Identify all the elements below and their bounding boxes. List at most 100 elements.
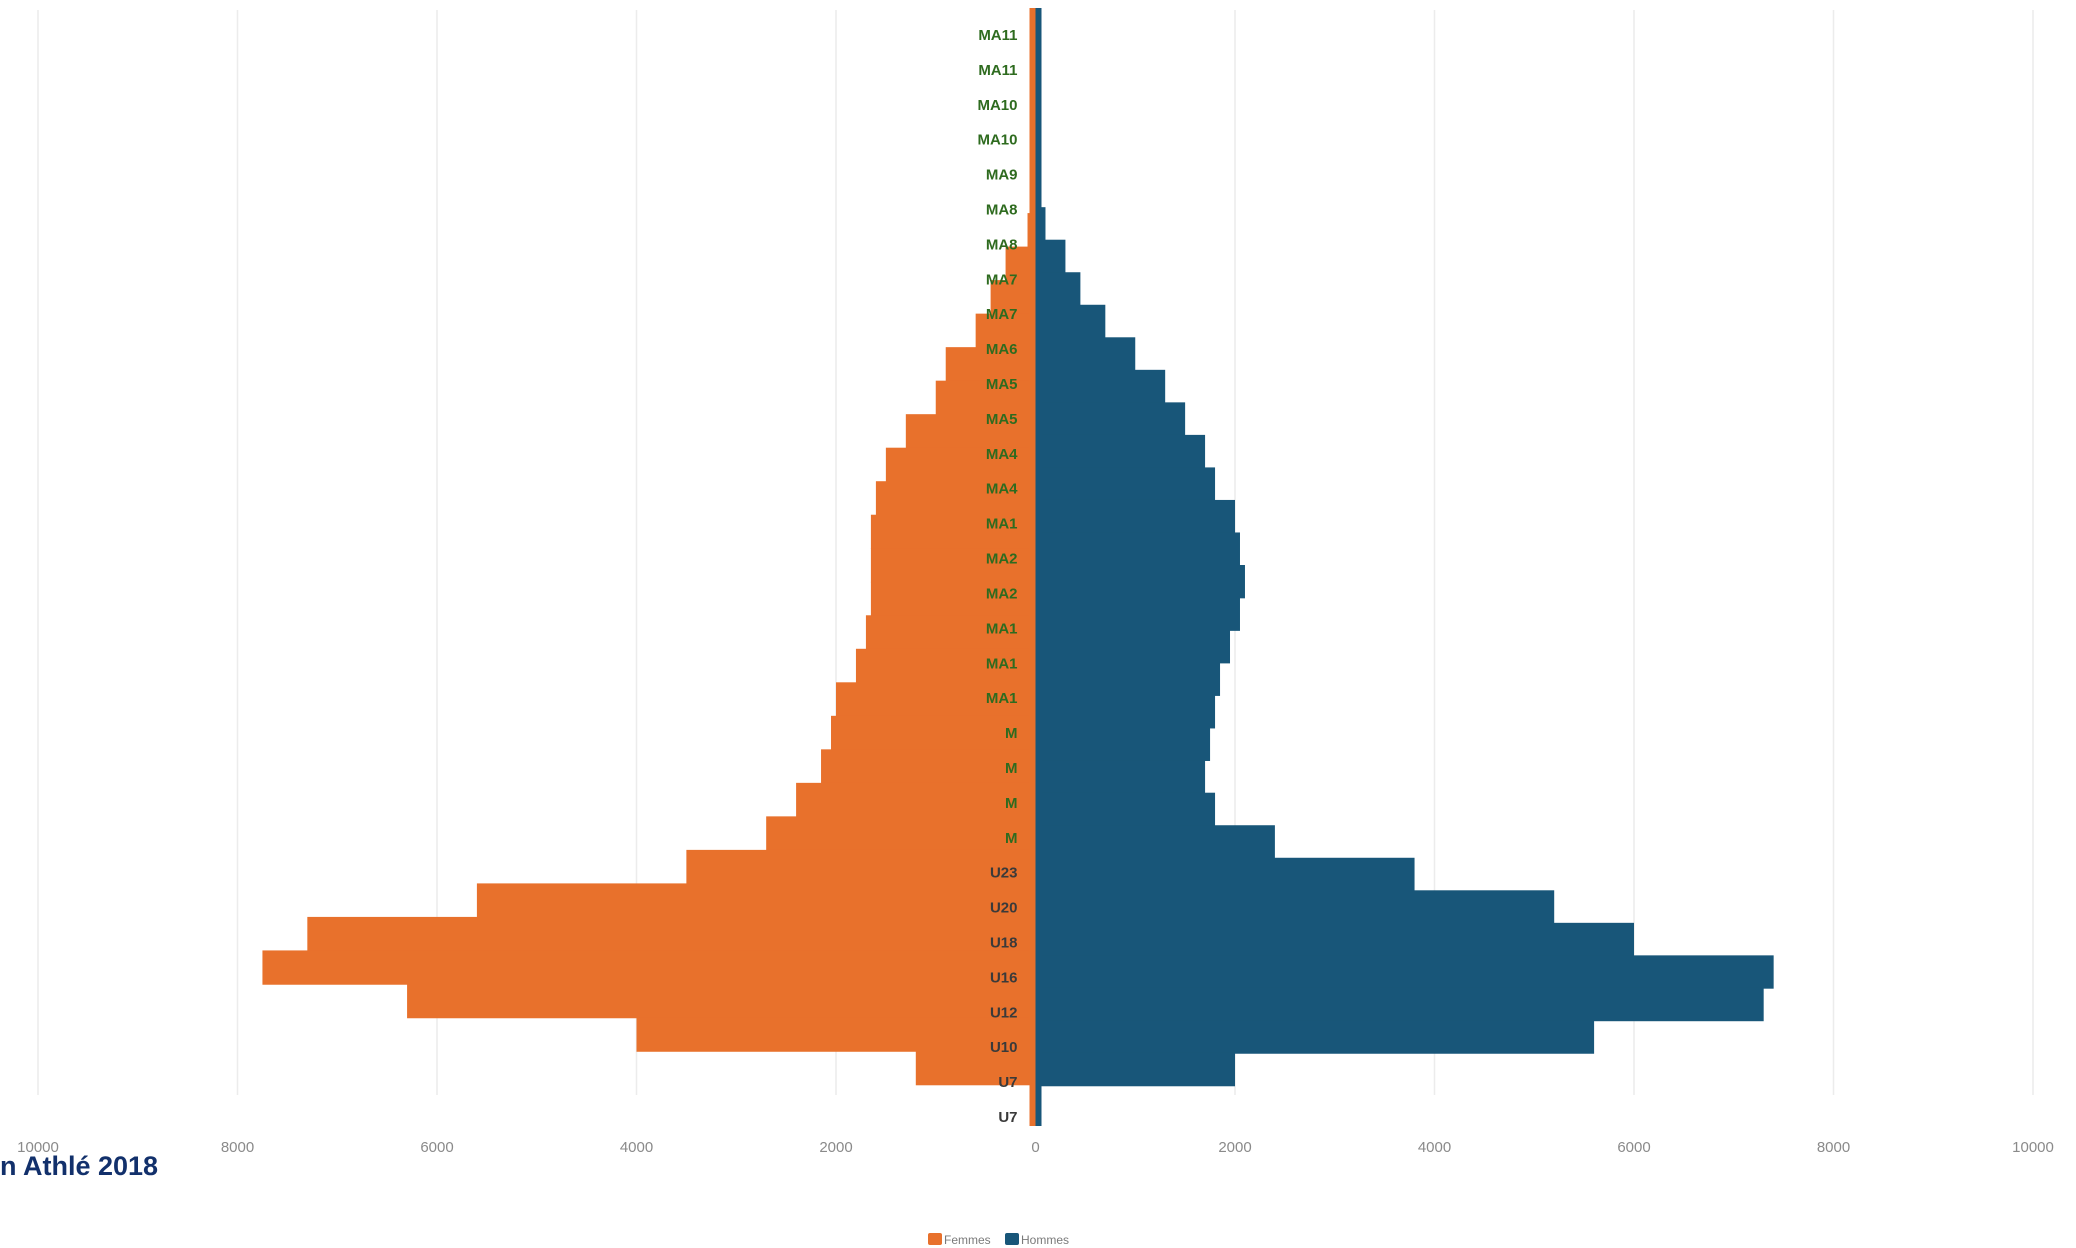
category-label: M [1005, 795, 1018, 812]
bar-hommes [1035, 987, 1764, 1022]
category-label: MA10 [977, 132, 1017, 149]
x-tick-label: 10000 [17, 1139, 59, 1156]
bar-femmes [870, 514, 1036, 550]
category-label: U12 [990, 1004, 1018, 1021]
bar-hommes [1035, 532, 1240, 566]
category-label: U23 [990, 865, 1018, 882]
bar-femmes [905, 414, 1036, 449]
bar-hommes [1035, 727, 1211, 761]
category-label: MA1 [986, 620, 1018, 637]
category-label: MA2 [986, 585, 1018, 602]
bar-femmes [855, 648, 1036, 684]
legend-label-hommes: Hommes [1021, 1233, 1069, 1247]
x-tick-label: 4000 [620, 1139, 653, 1156]
bar-hommes [1035, 369, 1166, 404]
x-tick-label: 6000 [420, 1139, 453, 1156]
category-label: M [1005, 725, 1018, 742]
bar-hommes [1035, 890, 1555, 924]
bar-femmes [476, 883, 1036, 918]
bar-hommes [1035, 402, 1186, 436]
bar-femmes [307, 916, 1036, 952]
bar-femmes [990, 280, 1036, 315]
bar-femmes [915, 1050, 1036, 1086]
bar-femmes [865, 615, 1036, 650]
category-label: MA1 [986, 690, 1018, 707]
x-tick-label: 8000 [221, 1139, 254, 1156]
bar-femmes [796, 782, 1036, 818]
bar-femmes [407, 983, 1036, 1019]
bar-hommes [1035, 955, 1774, 989]
x-tick-label: 6000 [1617, 1139, 1650, 1156]
bar-hommes [1035, 922, 1634, 957]
category-label: M [1005, 830, 1018, 847]
category-label: M [1005, 760, 1018, 777]
bar-femmes [870, 581, 1036, 617]
category-label: U7 [998, 1109, 1017, 1126]
category-label: U10 [990, 1039, 1018, 1056]
bar-femmes [975, 313, 1036, 348]
category-labels: MA11 MA11 MA10 MA10 MA9 MA8 MA8 MA7 MA7 MA6 MA5 MA5… [977, 27, 1018, 1126]
center-strip-femmes [1029, 8, 1036, 1126]
bar-femmes [945, 347, 1036, 382]
category-label: MA10 [977, 97, 1017, 114]
bar-femmes [686, 849, 1036, 885]
x-tick-label: 8000 [1817, 1139, 1850, 1156]
category-label: MA1 [986, 655, 1018, 672]
bar-hommes [1035, 597, 1240, 631]
bar-hommes [1035, 499, 1235, 534]
legend-swatch-femmes [928, 1233, 942, 1245]
bar-femmes [935, 380, 1036, 415]
x-tick-label: 10000 [2012, 1139, 2054, 1156]
bar-hommes [1035, 760, 1206, 794]
category-label: MA9 [986, 167, 1018, 184]
legend: Femmes Hommes [928, 1233, 1069, 1247]
bar-femmes [870, 548, 1036, 583]
bar-hommes [1035, 272, 1081, 306]
center-strip-hommes [1035, 8, 1042, 1126]
bar-femmes [885, 447, 1036, 483]
category-label: MA7 [986, 271, 1018, 288]
category-label: MA11 [978, 62, 1017, 79]
category-label: MA7 [986, 306, 1018, 323]
x-tick-label: 2000 [1218, 1139, 1251, 1156]
category-label: MA4 [986, 446, 1018, 463]
category-label: MA8 [986, 202, 1018, 219]
bar-femmes [262, 950, 1036, 985]
bar-femmes [636, 1017, 1036, 1052]
legend-swatch-hommes [1005, 1233, 1019, 1245]
bar-femmes [821, 749, 1036, 784]
bar-hommes [1035, 630, 1231, 664]
category-label: MA8 [986, 236, 1018, 253]
bar-hommes [1035, 662, 1221, 696]
bar-hommes [1035, 304, 1106, 339]
category-label: MA6 [986, 341, 1018, 358]
bar-hommes [1035, 792, 1216, 827]
bar-hommes [1035, 337, 1136, 371]
series-femmes [262, 12, 1036, 1119]
bar-hommes [1035, 857, 1415, 892]
bar-hommes [1035, 565, 1245, 599]
category-label: U7 [998, 1074, 1017, 1091]
category-label: MA11 [978, 27, 1017, 44]
bar-hommes [1035, 1020, 1595, 1054]
category-label: U16 [990, 969, 1018, 986]
category-label: U20 [990, 900, 1018, 917]
x-tick-label: 4000 [1418, 1139, 1451, 1156]
bar-femmes [766, 816, 1036, 851]
legend-label-femmes: Femmes [944, 1233, 991, 1247]
bar-femmes [831, 715, 1036, 751]
category-label: MA5 [986, 411, 1018, 428]
series-hommes [1035, 12, 1774, 1119]
category-label: MA1 [986, 516, 1018, 533]
x-tick-labels: 10000 8000 6000 4000 2000 0 2000 4000 6000 8000 10… [17, 1139, 2054, 1156]
bar-hommes [1035, 467, 1216, 501]
bar-femmes [836, 682, 1036, 717]
category-label: MA5 [986, 376, 1018, 393]
x-tick-label: 0 [1031, 1139, 1039, 1156]
bar-hommes [1035, 1052, 1235, 1087]
x-tick-label: 2000 [819, 1139, 852, 1156]
bar-hommes [1035, 825, 1275, 859]
bar-femmes [875, 481, 1036, 516]
